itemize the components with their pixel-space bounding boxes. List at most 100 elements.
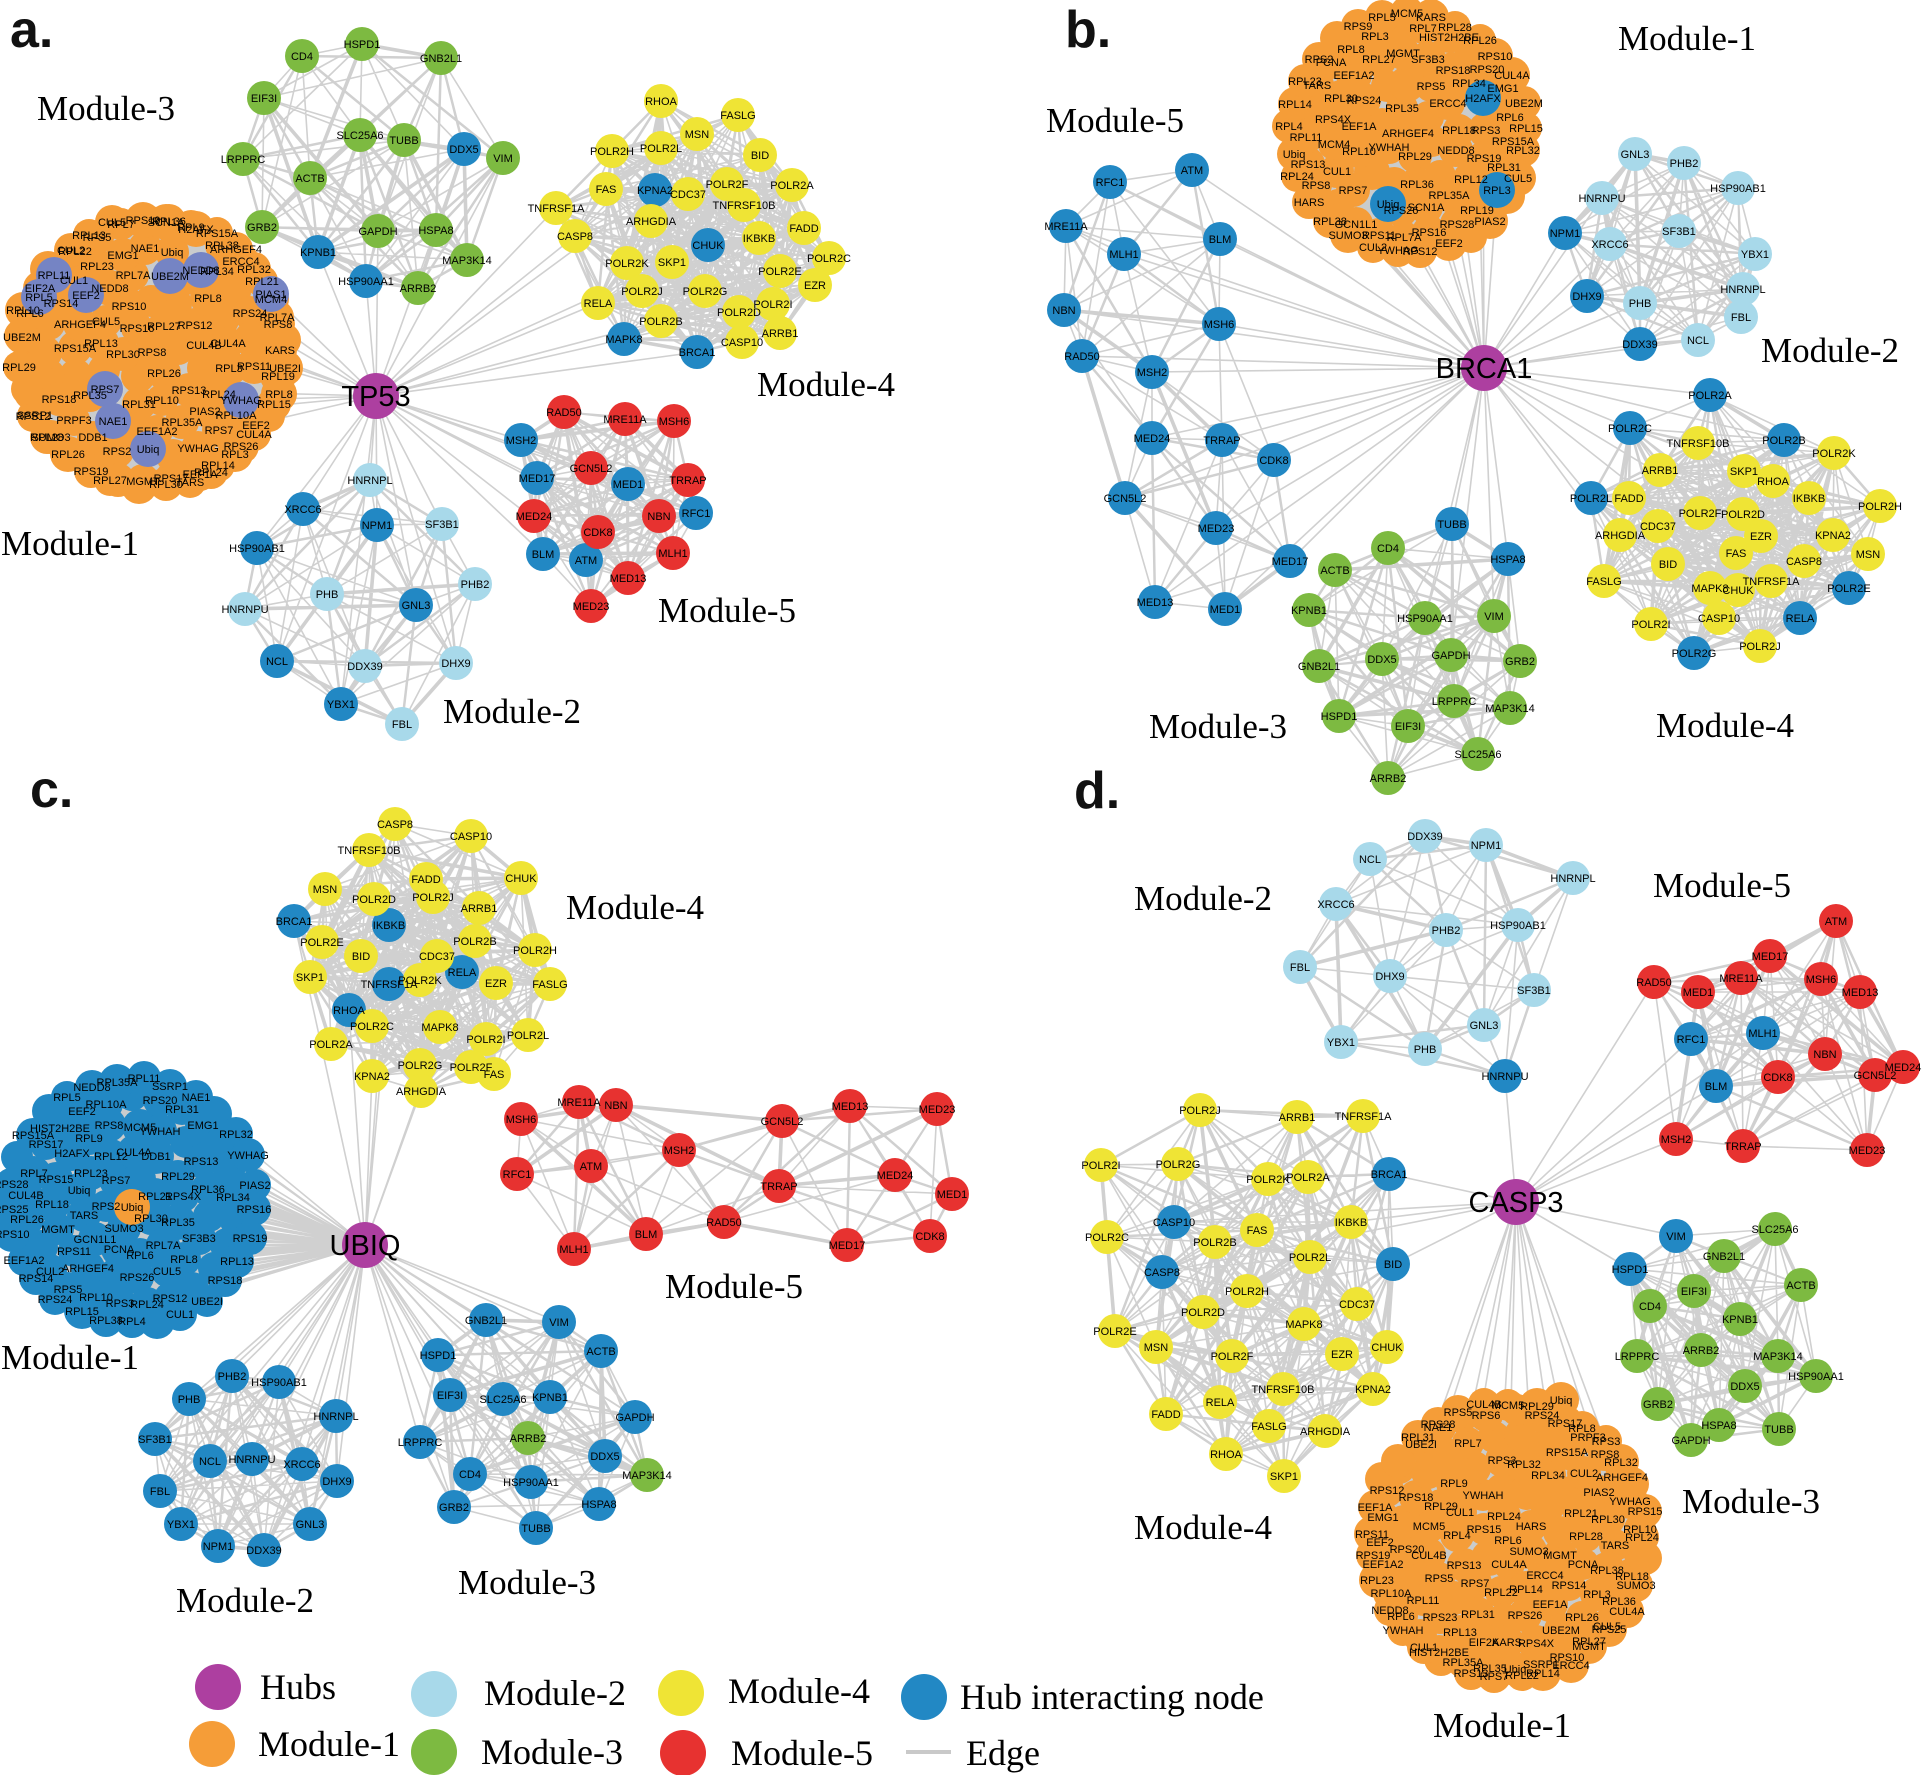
svg-text:RPL10: RPL10	[79, 1292, 113, 1304]
svg-text:RPS7: RPS7	[102, 1175, 131, 1187]
svg-text:KARS: KARS	[1416, 12, 1446, 24]
svg-text:CDK8: CDK8	[1763, 1072, 1792, 1084]
svg-text:TNFRSF10B: TNFRSF10B	[338, 845, 401, 857]
svg-text:EEF2: EEF2	[68, 1106, 96, 1118]
svg-text:RPL5: RPL5	[53, 1092, 81, 1104]
svg-text:EIF3I: EIF3I	[1681, 1286, 1707, 1298]
svg-text:HNRNPU: HNRNPU	[1481, 1071, 1528, 1083]
svg-text:TARS: TARS	[1303, 80, 1332, 92]
svg-text:EMG1: EMG1	[107, 250, 138, 262]
svg-text:CUL2: CUL2	[36, 1266, 64, 1278]
svg-text:RPS17: RPS17	[1548, 1418, 1583, 1430]
svg-text:RPS8: RPS8	[264, 319, 293, 331]
svg-text:POLR2E: POLR2E	[758, 266, 801, 278]
svg-text:POLR2H: POLR2H	[513, 945, 557, 957]
svg-text:BRCA1: BRCA1	[679, 347, 716, 359]
svg-text:SSRP1: SSRP1	[152, 1081, 188, 1093]
svg-text:NBN: NBN	[604, 1100, 627, 1112]
svg-text:RPL12: RPL12	[94, 1151, 128, 1163]
svg-text:POLR2L: POLR2L	[1289, 1252, 1331, 1264]
svg-text:RPL10: RPL10	[1342, 146, 1376, 158]
svg-text:SF3B3: SF3B3	[1411, 54, 1445, 66]
svg-text:ARRB2: ARRB2	[1370, 773, 1407, 785]
svg-text:POLR2J: POLR2J	[1739, 641, 1781, 653]
svg-text:CUL5: CUL5	[1593, 1621, 1621, 1633]
svg-text:RPL38: RPL38	[1590, 1565, 1624, 1577]
svg-text:SUMO3: SUMO3	[1328, 230, 1367, 242]
svg-text:RHOA: RHOA	[1210, 1449, 1242, 1461]
svg-text:RPL35: RPL35	[1385, 103, 1419, 115]
svg-text:SCN1A: SCN1A	[148, 217, 185, 229]
svg-text:MED24: MED24	[516, 511, 553, 523]
svg-text:H2AFX: H2AFX	[54, 1148, 90, 1160]
svg-text:POLR2I: POLR2I	[466, 1034, 505, 1046]
svg-text:RFC1: RFC1	[682, 508, 711, 520]
svg-text:TARS: TARS	[176, 477, 205, 489]
svg-text:RPL28: RPL28	[1569, 1531, 1603, 1543]
svg-text:GCN5L2: GCN5L2	[570, 463, 613, 475]
svg-text:RPL32: RPL32	[237, 264, 271, 276]
svg-text:PIAS2: PIAS2	[1474, 216, 1505, 228]
svg-text:RPL4: RPL4	[1443, 1530, 1471, 1542]
svg-text:PCNA: PCNA	[104, 1244, 135, 1256]
svg-text:MCM4: MCM4	[255, 294, 287, 306]
svg-text:RPL10A: RPL10A	[86, 1099, 128, 1111]
svg-text:Module-3: Module-3	[458, 1563, 596, 1602]
svg-text:Edge: Edge	[966, 1733, 1040, 1773]
svg-text:NAE1: NAE1	[99, 416, 128, 428]
svg-text:MAP3K14: MAP3K14	[622, 1470, 672, 1482]
svg-text:HNRNPL: HNRNPL	[1720, 284, 1765, 296]
svg-text:YWHAH: YWHAH	[1369, 142, 1410, 154]
svg-text:RPL22: RPL22	[58, 246, 92, 258]
svg-text:YBX1: YBX1	[167, 1519, 195, 1531]
svg-text:Module-1: Module-1	[1, 524, 139, 563]
svg-text:CDC37: CDC37	[1640, 521, 1676, 533]
svg-text:MAPK8: MAPK8	[1691, 583, 1728, 595]
svg-text:EMG1: EMG1	[1487, 83, 1518, 95]
svg-text:RPL11: RPL11	[1407, 1595, 1440, 1607]
svg-text:CASP10: CASP10	[1698, 613, 1740, 625]
svg-text:NBN: NBN	[1813, 1049, 1836, 1061]
svg-text:RPL9: RPL9	[177, 222, 205, 234]
svg-text:RPL8: RPL8	[1337, 44, 1365, 56]
svg-text:RPL10: RPL10	[145, 395, 179, 407]
svg-text:CD4: CD4	[291, 51, 313, 63]
svg-text:NEDD8: NEDD8	[91, 283, 128, 295]
svg-text:RPL27: RPL27	[1362, 54, 1396, 66]
svg-text:KPNB1: KPNB1	[1722, 1314, 1758, 1326]
svg-text:ARRB2: ARRB2	[400, 283, 437, 295]
svg-text:RPL35: RPL35	[73, 390, 107, 402]
svg-text:BLM: BLM	[532, 549, 555, 561]
svg-text:RPS5: RPS5	[54, 1284, 83, 1296]
svg-text:RPS16: RPS16	[1412, 227, 1447, 239]
svg-text:MSN: MSN	[1144, 1342, 1169, 1354]
svg-text:RPL8: RPL8	[170, 1254, 198, 1266]
svg-text:RPL11: RPL11	[1290, 132, 1323, 144]
svg-text:RPS10: RPS10	[126, 215, 161, 227]
svg-text:MLH1: MLH1	[559, 1244, 588, 1256]
svg-text:TNFRSF10B: TNFRSF10B	[1252, 1384, 1315, 1396]
svg-text:HSP90AA1: HSP90AA1	[1788, 1371, 1844, 1383]
svg-text:RPL15: RPL15	[1509, 123, 1543, 135]
svg-text:GNB2L1: GNB2L1	[1703, 1251, 1745, 1263]
svg-text:RPL27: RPL27	[1572, 1636, 1606, 1648]
svg-text:NAE1: NAE1	[182, 1092, 211, 1104]
svg-text:Module-3: Module-3	[481, 1732, 623, 1772]
svg-text:SLC25A6: SLC25A6	[479, 1394, 526, 1406]
svg-text:POLR2B: POLR2B	[1762, 435, 1805, 447]
svg-text:SF3B1: SF3B1	[425, 519, 459, 531]
svg-text:POLR2K: POLR2K	[1812, 448, 1856, 460]
svg-text:RAD50: RAD50	[706, 1217, 741, 1229]
svg-text:EZR: EZR	[804, 280, 826, 292]
svg-text:CDC37: CDC37	[1339, 1299, 1375, 1311]
svg-text:HSP90AB1: HSP90AB1	[1490, 920, 1546, 932]
svg-text:YBX1: YBX1	[1741, 249, 1769, 261]
svg-text:RPL7: RPL7	[107, 219, 135, 231]
svg-text:MAP3K14: MAP3K14	[1485, 703, 1535, 715]
svg-text:RPS12: RPS12	[1370, 1485, 1405, 1497]
svg-text:RPL7A: RPL7A	[1387, 232, 1423, 244]
svg-text:RPS28: RPS28	[0, 1179, 28, 1191]
svg-text:RPS7: RPS7	[1480, 1671, 1509, 1683]
svg-text:RPS28: RPS28	[1440, 219, 1475, 231]
svg-text:RPL23: RPL23	[1288, 76, 1322, 88]
